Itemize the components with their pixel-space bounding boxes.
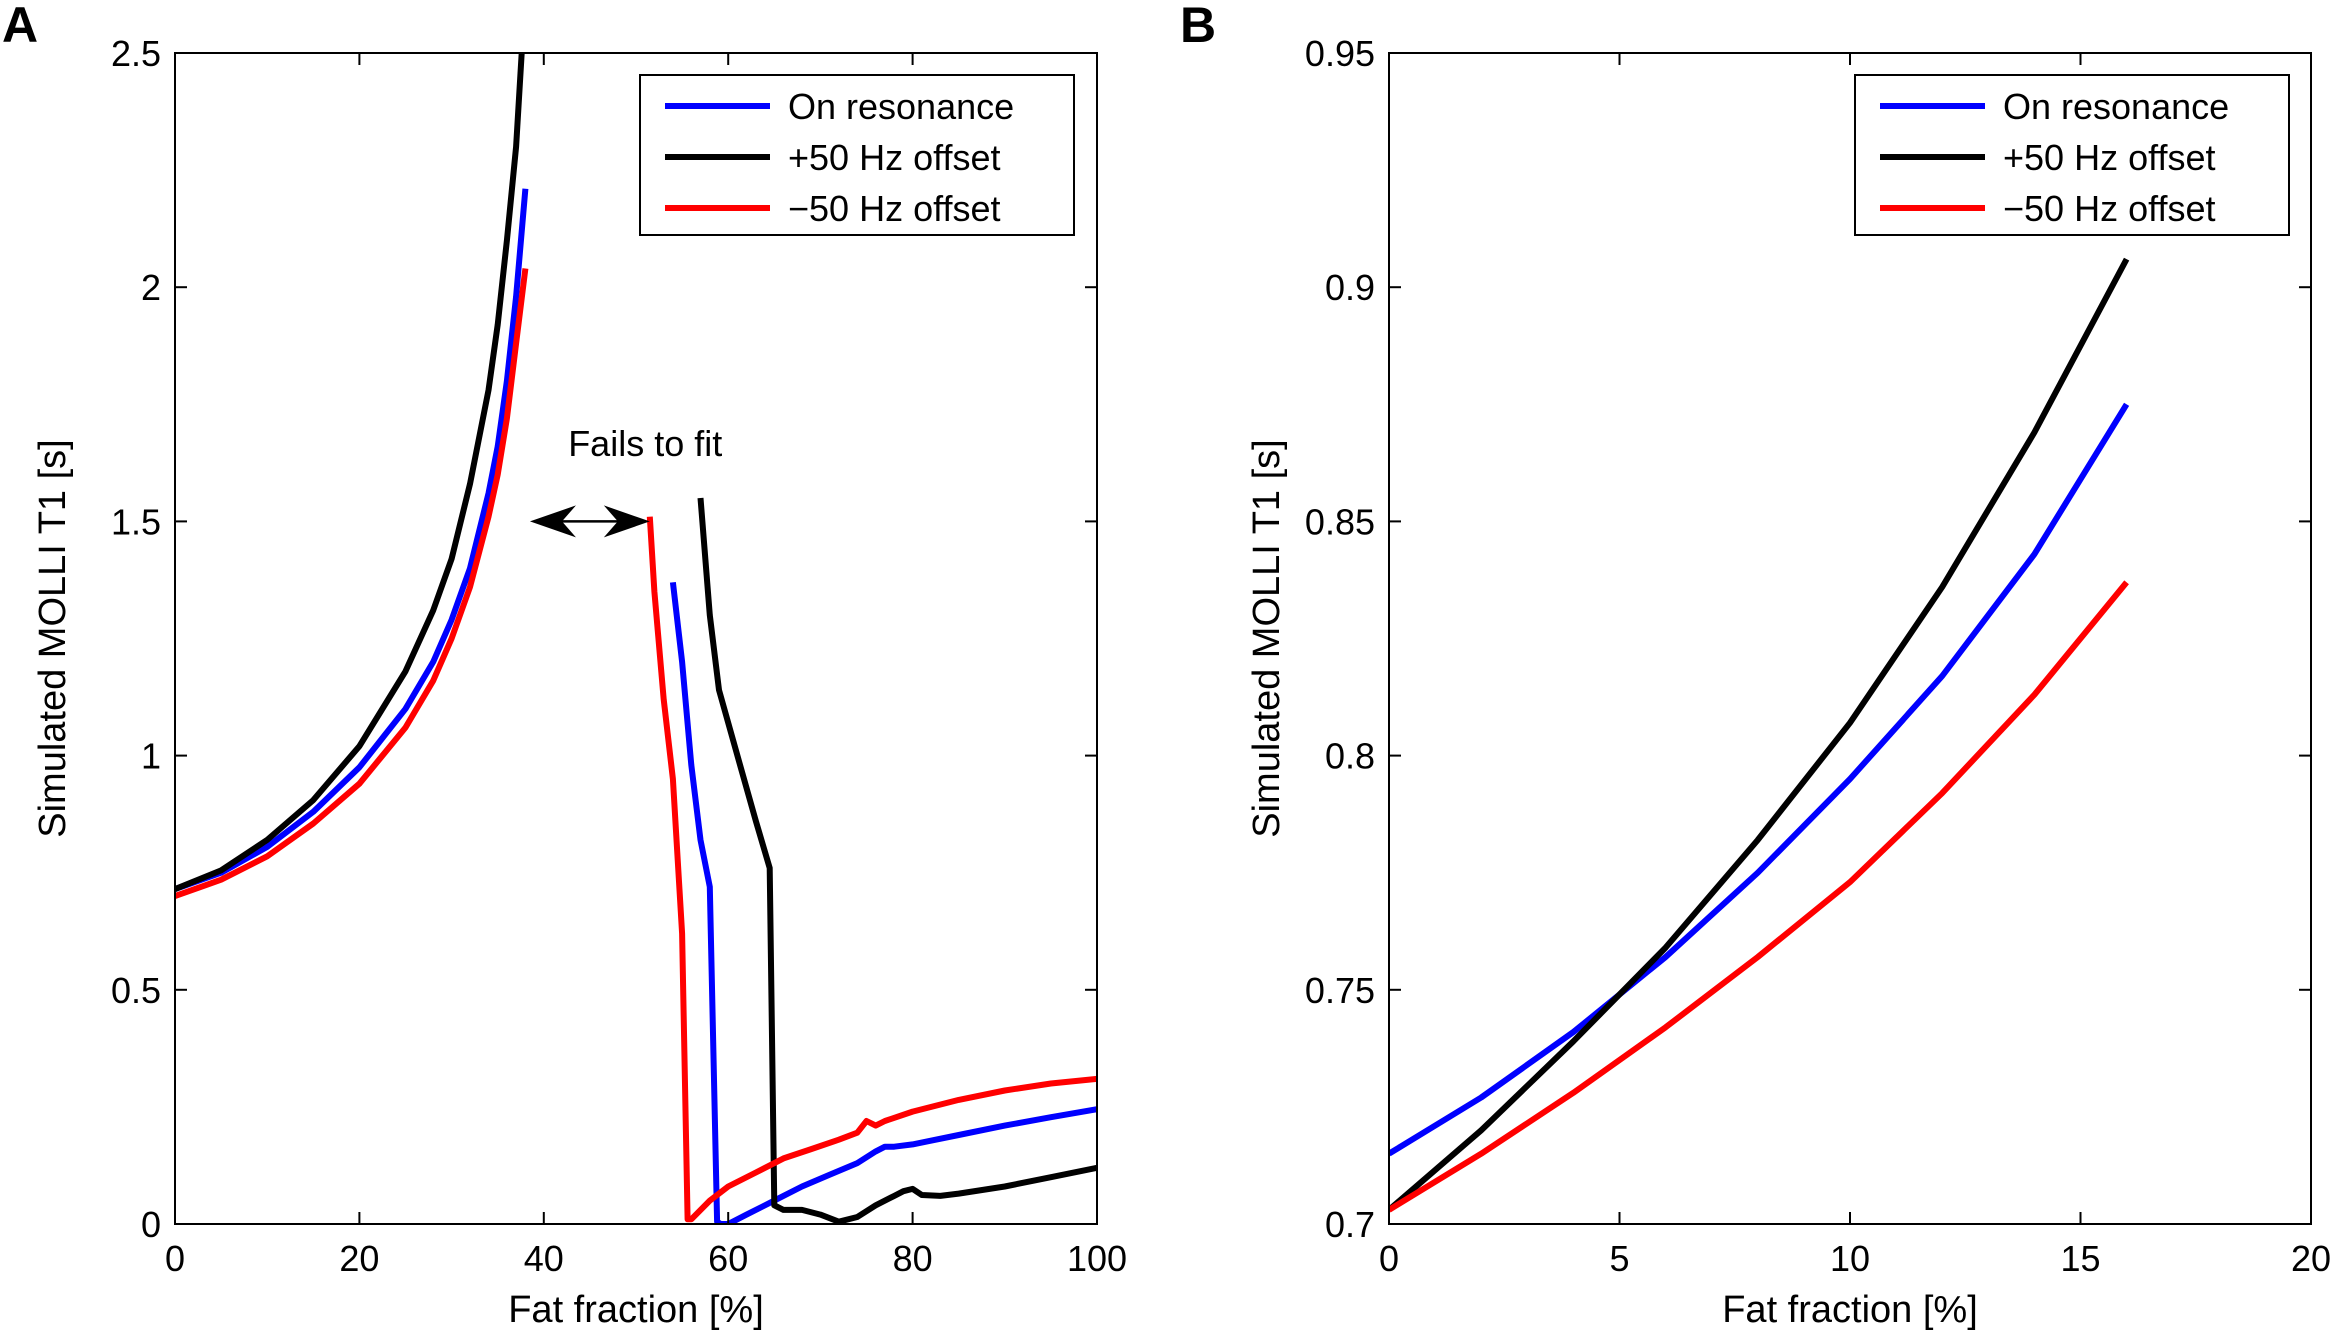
x-axis-label: Fat fraction [%] xyxy=(508,1289,764,1331)
x-tick-label: 0 xyxy=(1379,1238,1399,1279)
series-line-2-segment-1 xyxy=(1389,257,2130,1213)
x-axis-label: Fat fraction [%] xyxy=(1722,1289,1978,1331)
y-tick-label: 0.9 xyxy=(1325,267,1375,308)
y-tick-label: 1 xyxy=(141,736,161,777)
legend-entry: +50 Hz offset xyxy=(2003,137,2215,178)
annotation-arrowhead-left xyxy=(529,505,576,538)
legend: On resonance +50 Hz offset −50 Hz offset xyxy=(1854,74,2290,236)
x-tick-label: 20 xyxy=(2291,1238,2331,1279)
x-tick-label: 15 xyxy=(2060,1238,2100,1279)
annotation-text: Fails to fit xyxy=(568,423,722,464)
series-group xyxy=(1389,257,2130,1213)
y-tick-label: 0.8 xyxy=(1325,736,1375,777)
x-tick-label: 0 xyxy=(165,1238,185,1279)
legend-entry: −50 Hz offset xyxy=(788,188,1000,229)
series-line-1-segment-1 xyxy=(175,188,529,892)
x-tick-label: 80 xyxy=(893,1238,933,1279)
annotation-arrowhead-right xyxy=(603,505,650,538)
x-tick-label: 20 xyxy=(339,1238,379,1279)
y-tick-label: 0.75 xyxy=(1305,970,1375,1011)
y-tick-label: 0.7 xyxy=(1325,1204,1375,1245)
panel-label: B xyxy=(1180,0,1216,53)
annotation-fails-to-fit: Fails to fit xyxy=(529,423,722,538)
y-axis-label: Simulated MOLLI T1 [s] xyxy=(1246,439,1288,837)
series-line-3-segment-1 xyxy=(175,268,529,899)
x-tick-label: 100 xyxy=(1067,1238,1127,1279)
series-line-1-segment-1 xyxy=(1389,402,2130,1157)
x-tick-label: 5 xyxy=(1609,1238,1629,1279)
y-axis-label: Simulated MOLLI T1 [s] xyxy=(32,439,74,837)
legend-entry: −50 Hz offset xyxy=(2003,188,2215,229)
plot-frame xyxy=(174,52,1098,1225)
legend-entry: +50 Hz offset xyxy=(788,137,1000,178)
series-line-3-segment-1 xyxy=(1389,580,2129,1213)
series-line-3-segment-2 xyxy=(646,516,1097,1223)
y-tick-label: 0.5 xyxy=(111,970,161,1011)
chart-panel-a: A 0 20 40 60 80 100 0 0.5 1 1.5 2 2.5 Fat fraction [%… xyxy=(2,0,1127,1331)
x-tick-label: 40 xyxy=(524,1238,564,1279)
y-tick-label: 2 xyxy=(141,267,161,308)
y-tick-label: 0.95 xyxy=(1305,33,1375,74)
legend-entry: On resonance xyxy=(788,86,1014,127)
x-tick-label: 60 xyxy=(708,1238,748,1279)
legend-entry: On resonance xyxy=(2003,86,2229,127)
series-line-1-segment-2 xyxy=(669,581,1097,1224)
legend: On resonance +50 Hz offset −50 Hz offset xyxy=(639,74,1075,236)
y-tick-label: 0 xyxy=(141,1204,161,1245)
panel-label: A xyxy=(2,0,38,53)
chart-panel-b: B 0 5 10 15 20 0.7 0.75 0.8 0.85 0.9 0.95 Fat fracti… xyxy=(1180,0,2331,1331)
y-tick-label: 1.5 xyxy=(111,501,161,542)
y-tick-label: 2.5 xyxy=(111,33,161,74)
y-tick-label: 0.85 xyxy=(1305,501,1375,542)
series-line-2-segment-1 xyxy=(175,53,525,892)
series-group xyxy=(175,53,1097,1224)
series-line-2-segment-2 xyxy=(697,497,1097,1224)
x-tick-label: 10 xyxy=(1830,1238,1870,1279)
